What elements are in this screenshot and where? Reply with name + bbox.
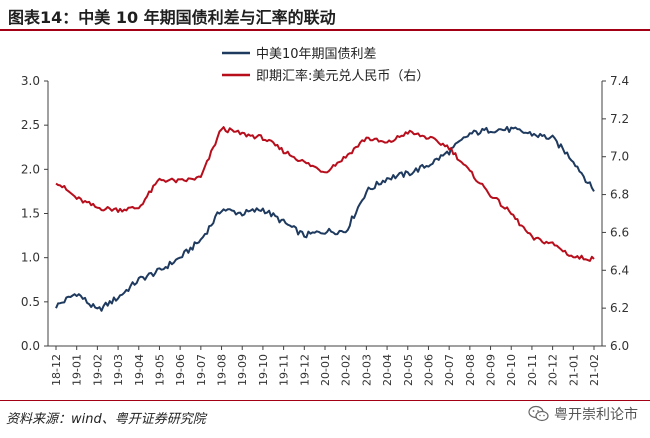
x-tick-label: 19-09 <box>236 354 249 386</box>
x-tick-label: 21-02 <box>588 354 601 386</box>
x-tick-label: 19-04 <box>133 354 146 386</box>
x-tick-label: 20-02 <box>340 354 353 386</box>
right-tick-label: 6.0 <box>610 339 629 353</box>
footer-divider <box>0 400 650 401</box>
watermark-text: 粤开崇利论市 <box>554 407 638 423</box>
x-tick-label: 19-12 <box>298 354 311 386</box>
x-tick-label: 19-11 <box>278 354 291 386</box>
x-tick-label: 20-11 <box>526 354 539 386</box>
right-tick-label: 6.4 <box>610 263 629 277</box>
figure-header: 图表14：中美 10 年期国债利差与汇率的联动 <box>0 0 650 31</box>
right-tick-label: 7.4 <box>610 74 629 88</box>
series-line-spread <box>55 125 595 312</box>
x-tick-label: 20-10 <box>505 354 518 386</box>
x-tick-label: 19-01 <box>71 354 84 386</box>
x-tick-label: 19-02 <box>91 354 104 386</box>
wechat-icon <box>528 405 549 422</box>
legend-label: 中美10年期国债利差 <box>256 47 377 62</box>
left-tick-label: 1.5 <box>21 207 40 221</box>
right-tick-label: 7.0 <box>610 150 629 164</box>
x-tick-label: 19-10 <box>257 354 270 386</box>
x-tick-label: 20-06 <box>422 354 435 386</box>
right-tick-label: 7.2 <box>610 112 629 126</box>
x-tick-label: 20-01 <box>319 354 332 386</box>
x-tick-label: 19-05 <box>153 354 166 386</box>
x-tick-label: 20-03 <box>360 354 373 386</box>
figure-title: 图表14：中美 10 年期国债利差与汇率的联动 <box>8 8 336 27</box>
legend-label: 即期汇率:美元兑人民币（右） <box>256 68 429 84</box>
right-tick-label: 6.6 <box>610 225 629 239</box>
left-tick-label: 1.0 <box>21 251 40 265</box>
series-line-fx <box>55 126 595 262</box>
x-tick-label: 18-12 <box>50 354 63 386</box>
x-tick-label: 20-07 <box>443 354 456 386</box>
source-note: 资料来源：wind、粤开证券研究院 <box>6 412 206 427</box>
left-tick-label: 2.5 <box>21 118 40 132</box>
left-tick-label: 0.5 <box>21 295 40 309</box>
x-tick-label: 19-03 <box>112 354 125 386</box>
x-tick-label: 20-05 <box>402 354 415 386</box>
axes: 3.0 2.5 2.0 1.5 1.0 0.5 0.0 7.4 7.2 7.0 6.8 6.6 6.4 6… <box>21 74 629 386</box>
left-tick-label: 3.0 <box>21 74 40 88</box>
x-tick-label: 20-04 <box>381 354 394 386</box>
x-tick-label: 21-01 <box>567 354 580 386</box>
x-tick-label: 19-06 <box>174 354 187 386</box>
watermark: 粤开崇利论市 <box>528 404 638 424</box>
chart-canvas: 3.0 2.5 2.0 1.5 1.0 0.5 0.0 7.4 7.2 7.0 6.8 6.6 6.4 6… <box>21 47 629 386</box>
series-lines <box>55 125 595 312</box>
x-tick-label: 20-12 <box>547 354 560 386</box>
right-tick-label: 6.2 <box>610 301 629 315</box>
right-tick-label: 6.8 <box>610 188 629 202</box>
x-tick-label: 19-07 <box>195 354 208 386</box>
left-tick-label: 2.0 <box>21 162 40 176</box>
x-tick-label: 20-09 <box>485 354 498 386</box>
left-tick-label: 0.0 <box>21 339 40 353</box>
x-tick-label: 20-08 <box>464 354 477 386</box>
title-divider <box>0 29 650 31</box>
x-tick-label: 19-08 <box>216 354 229 386</box>
